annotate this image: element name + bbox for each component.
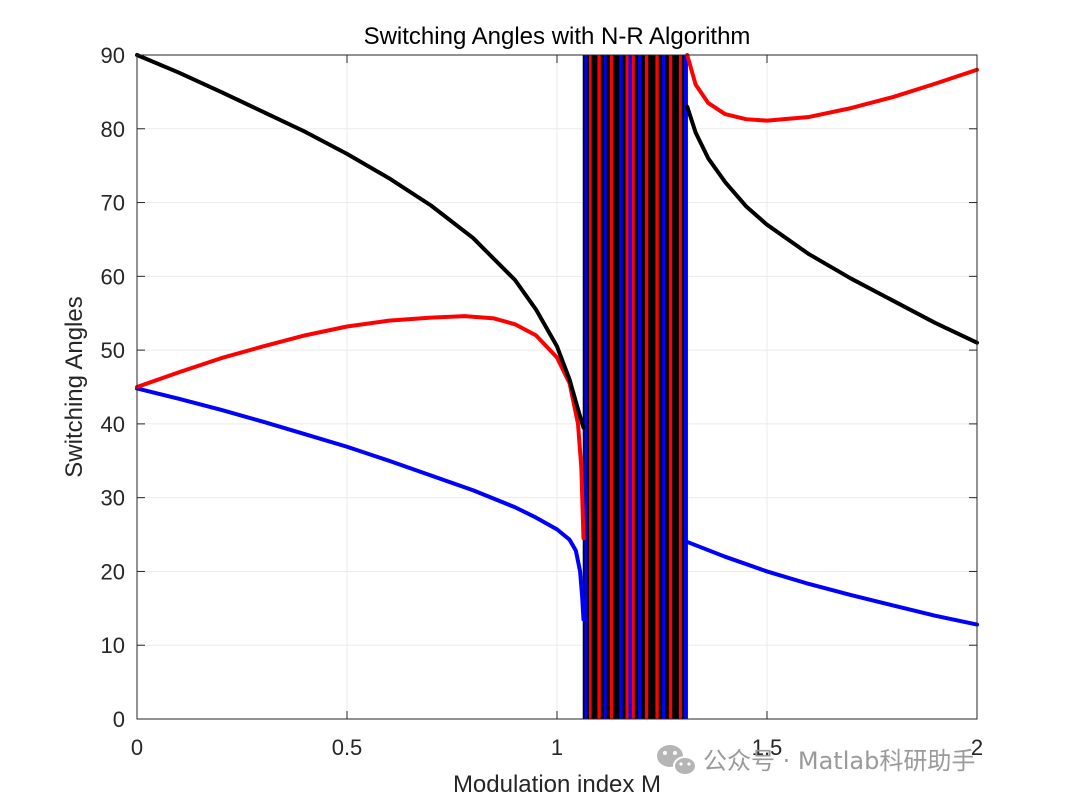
y-tick-label: 80 xyxy=(101,117,125,142)
y-tick-label: 20 xyxy=(101,559,125,584)
x-tick-label: 0 xyxy=(131,735,143,760)
series-alpha1-segment-1 xyxy=(135,386,586,622)
series-alpha2-segment-1 xyxy=(135,314,586,541)
y-tick-label: 60 xyxy=(101,264,125,289)
watermark: 公众号 · Matlab科研助手 xyxy=(657,745,975,776)
series-lines xyxy=(135,53,979,627)
y-tick-label: 70 xyxy=(101,191,125,216)
oscillation-region xyxy=(582,55,688,719)
y-tick-label: 10 xyxy=(101,633,125,658)
x-tick-label: 0.5 xyxy=(332,735,363,760)
watermark-text: 公众号 · Matlab科研助手 xyxy=(703,747,975,775)
series-alpha3-segment-1 xyxy=(135,53,586,430)
y-tick-labels: 0 10 20 30 40 50 60 70 80 90 xyxy=(101,43,125,732)
series-alpha3-segment-2 xyxy=(685,104,979,345)
x-tick-label: 1 xyxy=(551,735,563,760)
y-axis-label: Switching Angles xyxy=(61,296,88,477)
axis-ticks xyxy=(136,54,978,720)
y-tick-label: 40 xyxy=(101,412,125,437)
y-tick-label: 0 xyxy=(113,707,125,732)
y-tick-label: 50 xyxy=(101,338,125,363)
series-alpha1-segment-2 xyxy=(685,539,979,627)
x-axis-label: Modulation index M xyxy=(453,771,661,798)
y-tick-label: 90 xyxy=(101,43,125,68)
x-tick-label: 2 xyxy=(971,735,983,760)
chart-title: Switching Angles with N-R Algorithm xyxy=(364,23,751,50)
x-tick-label: 1.5 xyxy=(752,735,783,760)
wechat-icon xyxy=(657,745,697,776)
y-tick-label: 30 xyxy=(101,486,125,511)
series-alpha2-segment-2 xyxy=(685,53,979,123)
x-tick-labels: 0 0.5 1 1.5 2 xyxy=(131,735,983,760)
